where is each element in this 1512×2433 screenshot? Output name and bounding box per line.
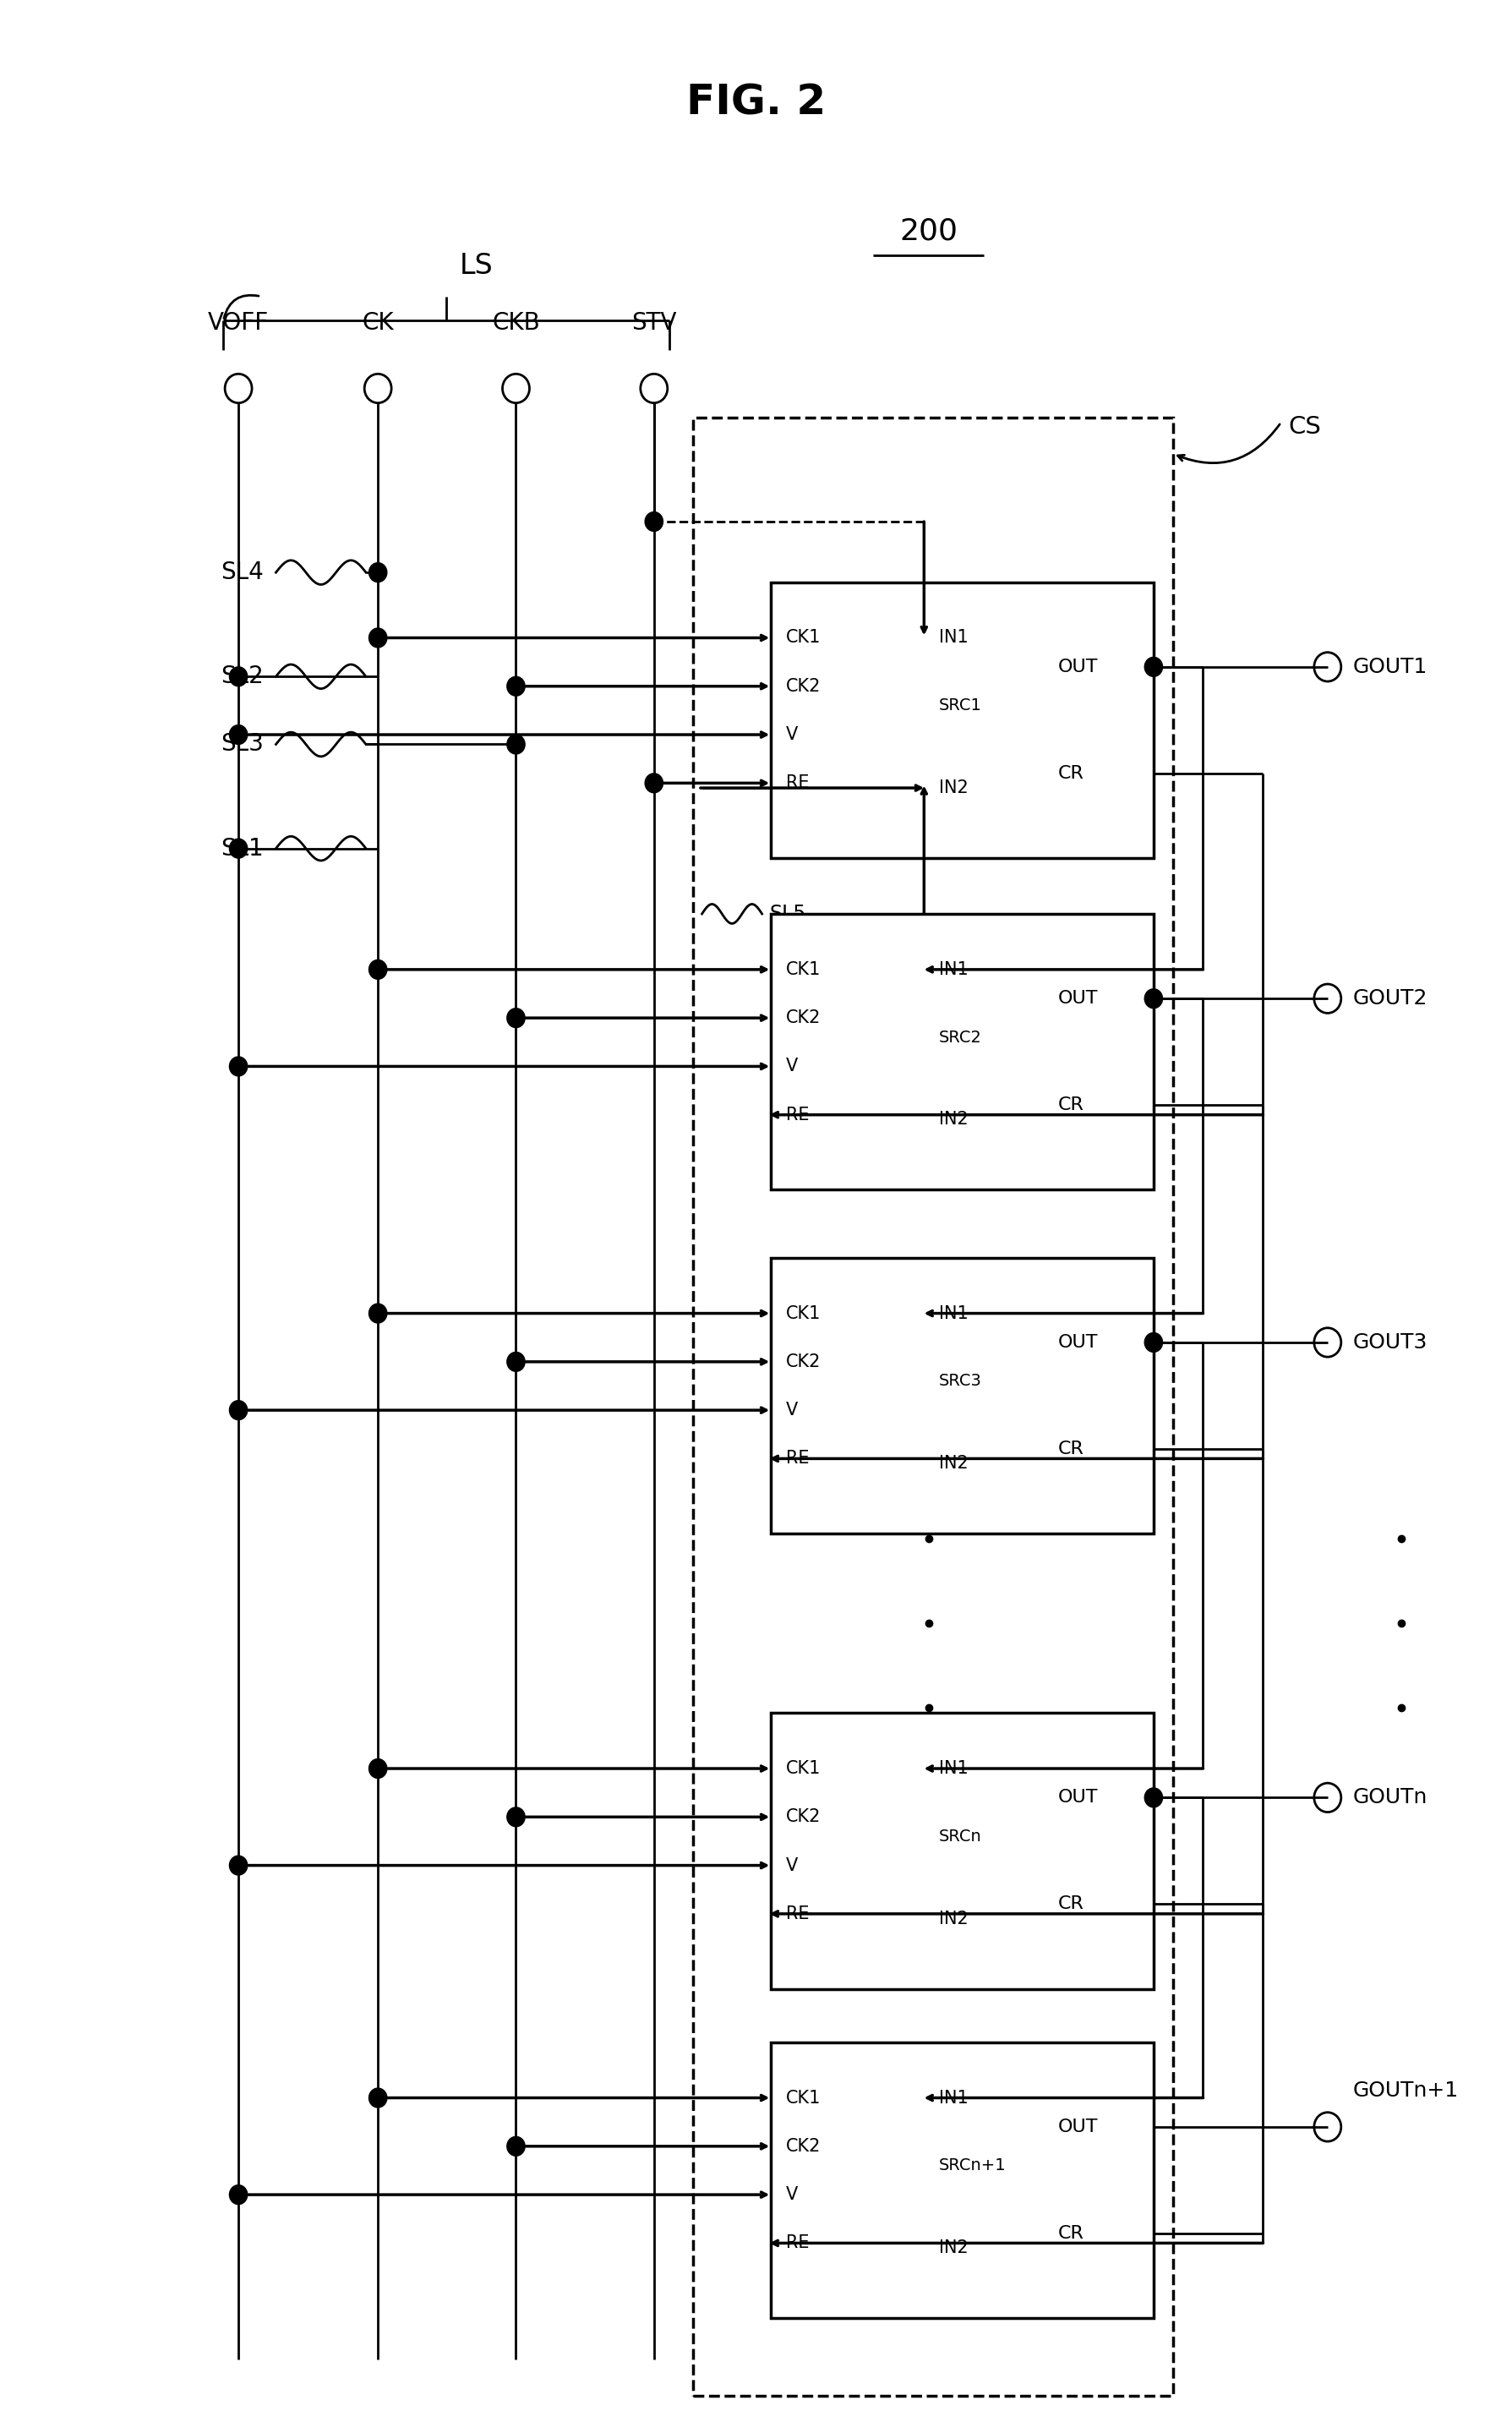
Text: SRC3: SRC3	[939, 1372, 981, 1389]
Text: SL2: SL2	[221, 664, 265, 689]
Text: OUT: OUT	[1057, 990, 1098, 1007]
Ellipse shape	[230, 839, 248, 859]
Ellipse shape	[230, 2185, 248, 2204]
Text: SRCn+1: SRCn+1	[939, 2158, 1007, 2173]
Text: CK1: CK1	[786, 630, 821, 647]
Text: IN1: IN1	[939, 961, 968, 978]
Text: V: V	[786, 1856, 798, 1873]
Text: GOUTn+1: GOUTn+1	[1353, 2080, 1459, 2100]
Bar	[771, 1258, 1154, 1533]
Text: IN2: IN2	[939, 1112, 968, 1129]
Text: RE: RE	[786, 774, 809, 791]
Text: SL4: SL4	[221, 560, 265, 584]
Ellipse shape	[230, 725, 248, 744]
Text: RE: RE	[786, 2233, 809, 2251]
Ellipse shape	[230, 1856, 248, 1876]
Text: SRC2: SRC2	[939, 1029, 981, 1046]
Text: CK2: CK2	[786, 2139, 821, 2156]
Text: V: V	[786, 1058, 798, 1075]
Text: IN1: IN1	[939, 1759, 968, 1776]
Ellipse shape	[230, 667, 248, 686]
Ellipse shape	[646, 774, 662, 793]
Bar	[692, 418, 1173, 2397]
Bar	[771, 915, 1154, 1190]
Text: CK1: CK1	[786, 2090, 821, 2107]
Text: IN2: IN2	[939, 779, 968, 796]
Ellipse shape	[1145, 657, 1163, 676]
Text: CS: CS	[1288, 416, 1321, 438]
Text: GOUT3: GOUT3	[1353, 1333, 1427, 1353]
Text: CK1: CK1	[786, 961, 821, 978]
Text: CK1: CK1	[786, 1759, 821, 1776]
Ellipse shape	[369, 961, 387, 978]
Ellipse shape	[369, 562, 387, 581]
Text: IN2: IN2	[939, 2238, 968, 2255]
Ellipse shape	[369, 628, 387, 647]
Text: GOUTn: GOUTn	[1353, 1788, 1427, 1808]
Text: GOUT2: GOUT2	[1353, 988, 1427, 1010]
Text: SRCn: SRCn	[939, 1827, 981, 1844]
Ellipse shape	[369, 1759, 387, 1779]
Ellipse shape	[230, 1401, 248, 1421]
Text: STV: STV	[632, 311, 676, 336]
Ellipse shape	[369, 2088, 387, 2107]
Text: OUT: OUT	[1057, 659, 1098, 676]
Text: SL3: SL3	[221, 732, 265, 757]
Ellipse shape	[1145, 1333, 1163, 1353]
Text: V: V	[786, 2187, 798, 2204]
Text: IN1: IN1	[939, 2090, 968, 2107]
Ellipse shape	[1145, 988, 1163, 1007]
Text: VOFF: VOFF	[207, 311, 269, 336]
Ellipse shape	[646, 511, 662, 530]
Ellipse shape	[230, 1056, 248, 1075]
Text: V: V	[786, 1401, 798, 1418]
Text: 200: 200	[900, 217, 957, 246]
Text: RE: RE	[786, 1450, 809, 1467]
Text: OUT: OUT	[1057, 1333, 1098, 1350]
Text: IN2: IN2	[939, 1910, 968, 1927]
Text: CR: CR	[1057, 764, 1084, 781]
Ellipse shape	[369, 1304, 387, 1324]
Text: LS: LS	[460, 251, 493, 280]
Text: OUT: OUT	[1057, 2119, 1098, 2136]
Text: CKB: CKB	[491, 311, 540, 336]
Text: IN1: IN1	[939, 630, 968, 647]
Text: CR: CR	[1057, 1440, 1084, 1457]
Text: CK1: CK1	[786, 1304, 821, 1321]
Bar	[771, 581, 1154, 859]
Text: CK2: CK2	[786, 1010, 821, 1027]
Ellipse shape	[507, 1808, 525, 1827]
Text: CK2: CK2	[786, 1808, 821, 1825]
Text: CR: CR	[1057, 1097, 1084, 1114]
Text: CR: CR	[1057, 1895, 1084, 1912]
Text: CK2: CK2	[786, 1353, 821, 1370]
Text: CK: CK	[361, 311, 393, 336]
Text: RE: RE	[786, 1107, 809, 1124]
Text: GOUT1: GOUT1	[1353, 657, 1427, 676]
Text: IN1: IN1	[939, 1304, 968, 1321]
Text: IN2: IN2	[939, 1455, 968, 1472]
Text: CR: CR	[1057, 2224, 1084, 2241]
Text: SRC1: SRC1	[939, 698, 981, 713]
Text: SL5: SL5	[770, 903, 806, 925]
Text: OUT: OUT	[1057, 1788, 1098, 1805]
Bar	[771, 2041, 1154, 2319]
Ellipse shape	[507, 1007, 525, 1027]
Bar	[771, 1713, 1154, 1988]
Ellipse shape	[1145, 1788, 1163, 1808]
Text: CK2: CK2	[786, 679, 821, 696]
Ellipse shape	[507, 2136, 525, 2156]
Ellipse shape	[507, 676, 525, 696]
Ellipse shape	[507, 1353, 525, 1372]
Text: V: V	[786, 725, 798, 742]
Text: FIG. 2: FIG. 2	[686, 83, 826, 124]
Ellipse shape	[507, 735, 525, 754]
Text: RE: RE	[786, 1905, 809, 1922]
Text: SL1: SL1	[221, 837, 265, 861]
